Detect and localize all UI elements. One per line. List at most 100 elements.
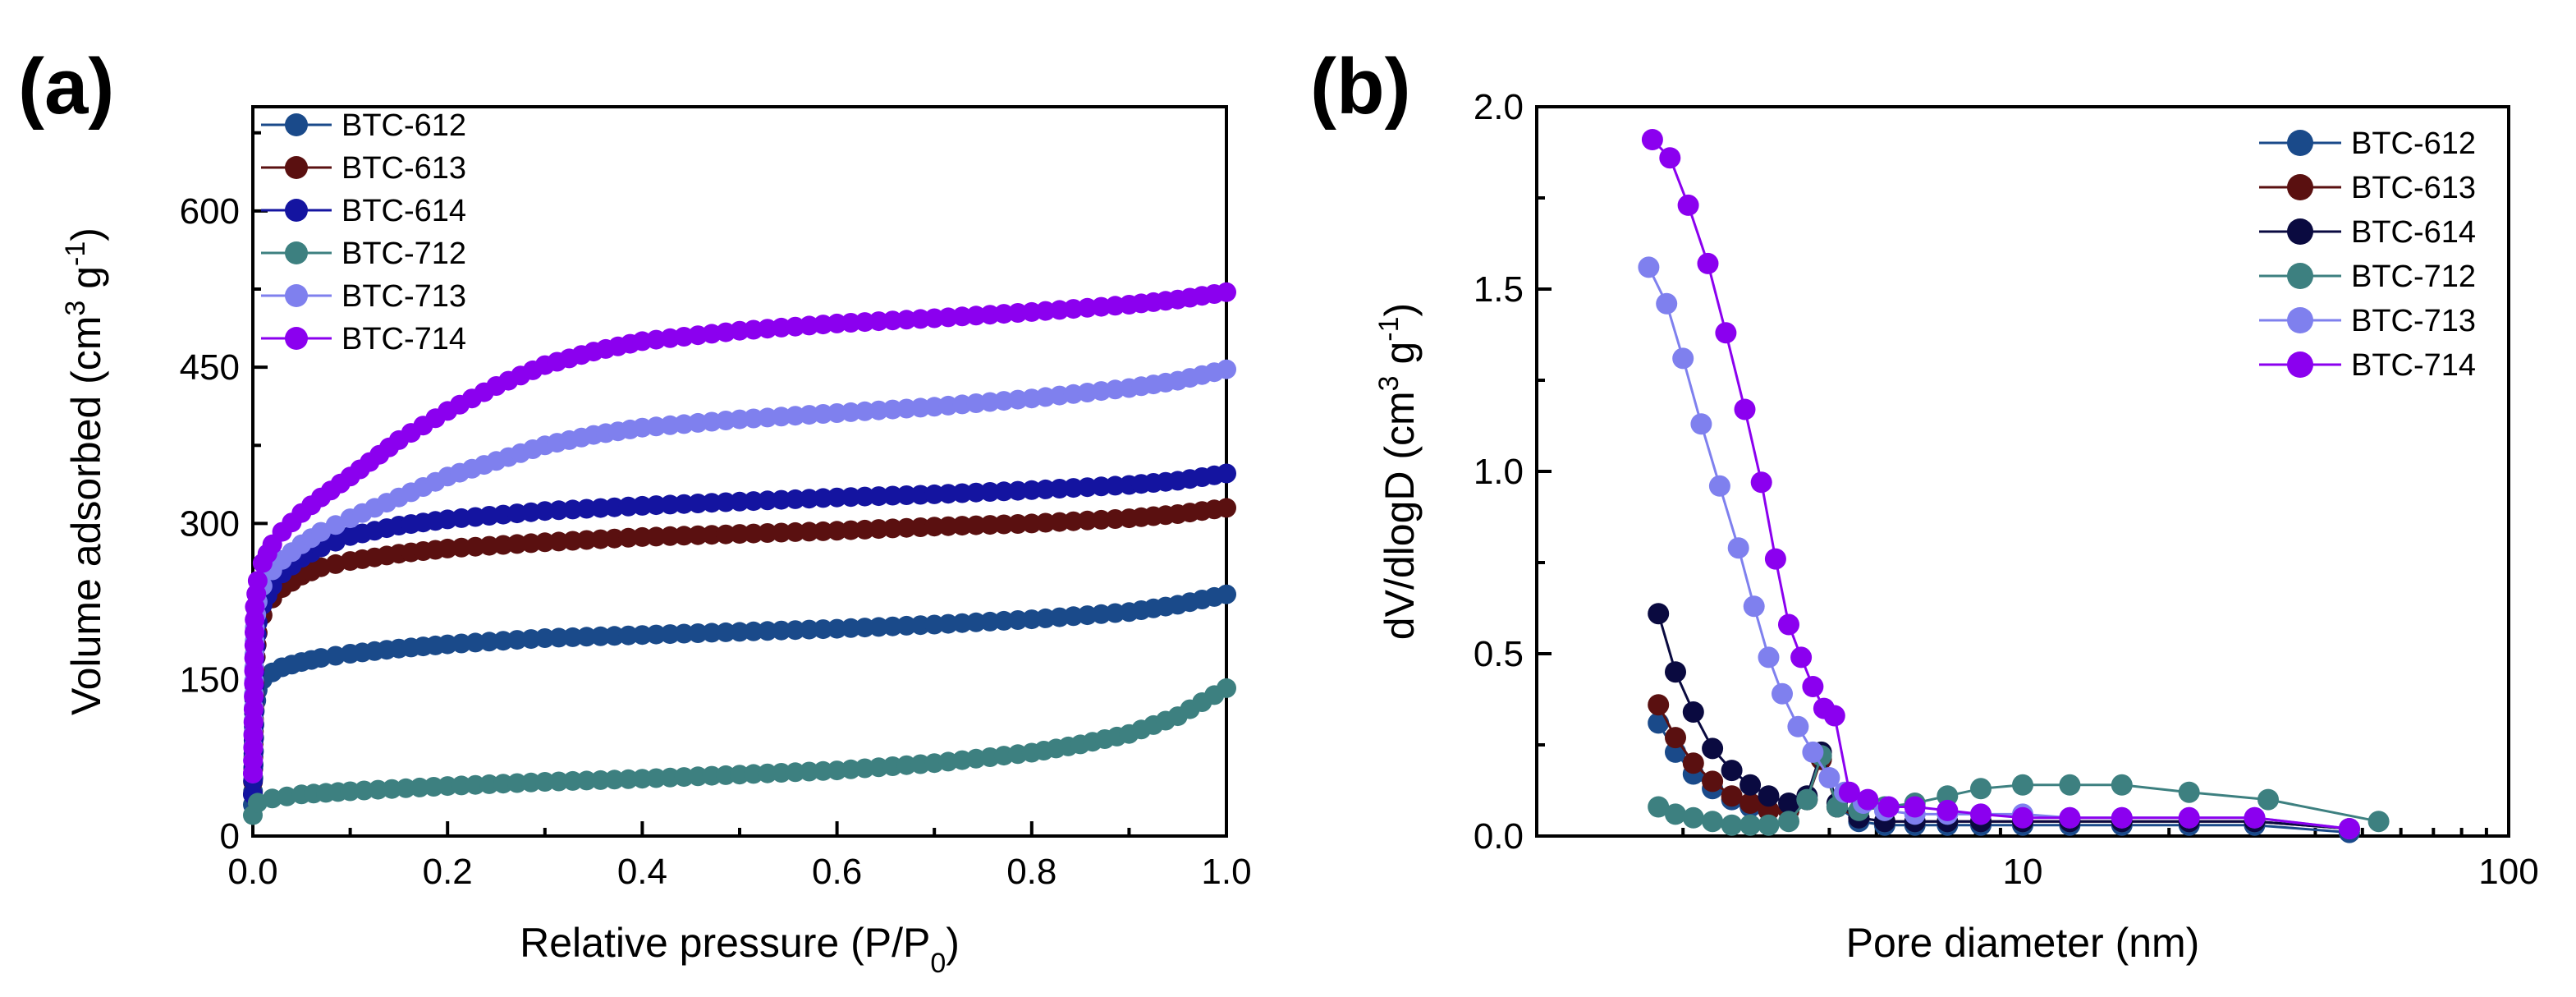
legend-item-btc-713: BTC-713 bbox=[261, 279, 466, 314]
legend-marker bbox=[285, 156, 308, 179]
data-point bbox=[841, 402, 861, 422]
y-tick-label-b: 1.0 bbox=[1474, 452, 1524, 492]
data-point bbox=[325, 554, 346, 574]
data-point bbox=[604, 497, 625, 517]
data-point bbox=[1758, 814, 1780, 836]
data-point bbox=[785, 521, 805, 542]
legend-label: BTC-612 bbox=[2351, 126, 2476, 161]
data-point bbox=[1091, 509, 1112, 530]
legend-item-btc-713: BTC-713 bbox=[2259, 304, 2476, 338]
series-group-b bbox=[1638, 129, 2390, 843]
data-point bbox=[2178, 806, 2200, 829]
data-point bbox=[2257, 788, 2279, 811]
series-btc-712 bbox=[243, 678, 1236, 825]
data-point bbox=[2244, 806, 2266, 829]
data-point bbox=[1818, 767, 1840, 788]
legend-item-btc-712: BTC-712 bbox=[261, 237, 466, 271]
data-point bbox=[465, 774, 486, 795]
data-point bbox=[1049, 479, 1070, 498]
data-point bbox=[1739, 793, 1762, 814]
legend-label: BTC-613 bbox=[341, 151, 466, 186]
legend-item-btc-714: BTC-714 bbox=[261, 322, 466, 356]
data-point bbox=[562, 627, 583, 647]
data-point bbox=[980, 482, 1000, 502]
y-tick-label-a: 0 bbox=[220, 816, 240, 857]
data-point bbox=[674, 623, 694, 644]
data-point bbox=[660, 624, 681, 645]
data-point bbox=[368, 779, 388, 800]
data-point bbox=[660, 767, 681, 788]
data-point bbox=[882, 616, 903, 636]
data-point bbox=[1217, 282, 1236, 302]
y-tick-label-b: 2.0 bbox=[1474, 87, 1524, 127]
data-point bbox=[646, 624, 667, 645]
data-point bbox=[757, 621, 777, 641]
data-point bbox=[2338, 818, 2360, 840]
data-point bbox=[396, 778, 416, 798]
data-point bbox=[604, 528, 625, 549]
data-point bbox=[548, 500, 569, 521]
series-line-btc-713 bbox=[1648, 266, 2350, 830]
data-point bbox=[1077, 510, 1098, 531]
data-point bbox=[1656, 292, 1678, 315]
panel-label-a: (a) bbox=[18, 43, 114, 131]
data-point bbox=[743, 491, 763, 512]
data-point bbox=[702, 765, 722, 786]
legend-label: BTC-714 bbox=[2351, 348, 2476, 383]
data-point bbox=[1091, 476, 1112, 497]
data-point bbox=[1021, 513, 1042, 534]
data-point bbox=[813, 521, 833, 541]
data-point bbox=[1217, 498, 1236, 518]
legend-marker bbox=[285, 113, 308, 136]
x-tick-label-b: 10 bbox=[2003, 852, 2043, 892]
data-point bbox=[479, 774, 499, 794]
data-point bbox=[702, 623, 722, 643]
data-point bbox=[1648, 694, 1670, 716]
data-point bbox=[1021, 480, 1042, 500]
data-point bbox=[1772, 682, 1793, 705]
data-point bbox=[493, 774, 513, 794]
data-point bbox=[1007, 514, 1028, 534]
data-point bbox=[743, 621, 763, 641]
x-tick-label-a: 0.0 bbox=[227, 852, 277, 892]
y-tick-label-a: 150 bbox=[180, 660, 240, 701]
x-axis-title-b: Pore diameter (nm) bbox=[1846, 920, 2200, 966]
legend-label: BTC-712 bbox=[2351, 260, 2476, 294]
data-point bbox=[702, 493, 722, 513]
series-btc-713 bbox=[243, 359, 1236, 783]
data-point bbox=[910, 309, 931, 329]
data-point bbox=[1702, 811, 1724, 833]
data-point bbox=[646, 495, 667, 516]
data-point bbox=[743, 764, 763, 784]
legend-marker bbox=[285, 199, 308, 222]
data-point bbox=[618, 625, 639, 646]
data-point bbox=[2178, 781, 2200, 803]
data-point bbox=[1682, 701, 1704, 723]
data-point bbox=[827, 487, 847, 508]
data-point bbox=[646, 526, 667, 547]
data-point bbox=[479, 632, 499, 652]
data-point bbox=[841, 487, 861, 508]
data-point bbox=[993, 481, 1014, 502]
legend-label: BTC-713 bbox=[341, 279, 466, 314]
data-point bbox=[1648, 603, 1670, 625]
data-point bbox=[2111, 806, 2133, 829]
panel-label-b: (b) bbox=[1310, 43, 1411, 131]
data-point bbox=[548, 627, 569, 648]
data-point bbox=[2012, 806, 2033, 829]
legend-label: BTC-614 bbox=[2351, 215, 2476, 250]
legend-label: BTC-712 bbox=[341, 237, 466, 271]
data-point bbox=[896, 615, 917, 636]
data-point bbox=[451, 775, 472, 796]
data-point bbox=[993, 610, 1014, 631]
data-point bbox=[1063, 511, 1084, 531]
data-point bbox=[1708, 475, 1730, 497]
data-point bbox=[716, 765, 736, 785]
data-point bbox=[827, 521, 847, 541]
series-line-btc-614 bbox=[1657, 613, 2350, 830]
data-point bbox=[688, 525, 708, 545]
data-point bbox=[1715, 322, 1737, 344]
legend-item-btc-712: BTC-712 bbox=[2259, 260, 2476, 294]
data-point bbox=[924, 484, 945, 504]
